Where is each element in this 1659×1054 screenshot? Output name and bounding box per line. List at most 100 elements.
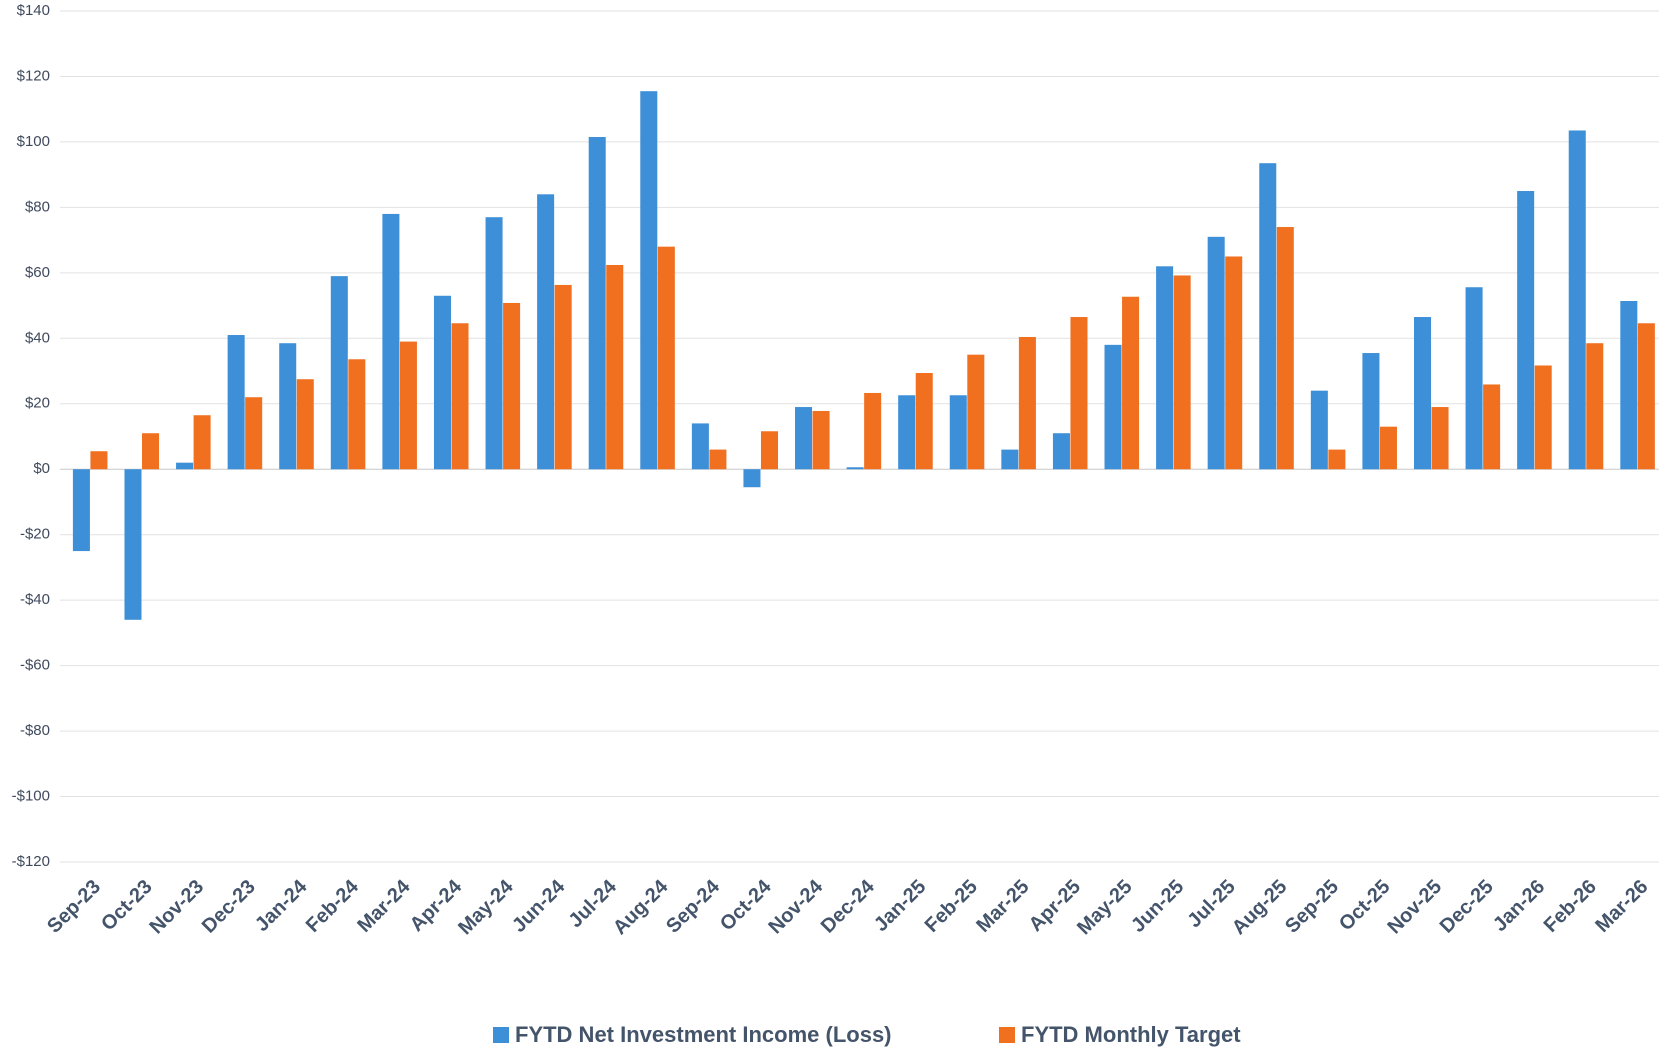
bar xyxy=(1173,275,1191,470)
legend-label: FYTD Monthly Target xyxy=(1021,1022,1241,1047)
bar xyxy=(503,302,521,470)
bar xyxy=(864,392,882,470)
x-tick-label: Dec-23 xyxy=(198,876,260,938)
bar xyxy=(433,295,451,470)
x-tick-label: Jan-25 xyxy=(870,876,930,936)
bar xyxy=(382,213,400,470)
bar xyxy=(1070,317,1088,470)
bar xyxy=(1259,163,1277,470)
bar xyxy=(348,359,366,470)
x-tick-label: Sep-23 xyxy=(43,876,105,938)
x-tick-label: Jan-26 xyxy=(1489,876,1549,936)
y-tick-label: $0 xyxy=(33,460,50,477)
x-tick-label: Jun-24 xyxy=(508,875,570,937)
bar xyxy=(1310,390,1328,470)
bar xyxy=(1413,317,1432,470)
x-tick-label: Aug-25 xyxy=(1228,876,1291,939)
bar xyxy=(537,194,555,470)
y-tick-label: $120 xyxy=(17,67,50,84)
bar xyxy=(485,217,503,470)
legend-swatch xyxy=(493,1027,509,1043)
bar xyxy=(1001,449,1019,470)
x-tick-label: Jun-25 xyxy=(1127,876,1188,937)
bar xyxy=(399,341,417,470)
y-tick-label: -$40 xyxy=(20,591,50,608)
bar xyxy=(279,343,297,470)
bar xyxy=(588,137,606,470)
bar xyxy=(1620,300,1638,470)
bar xyxy=(227,335,245,470)
x-tick-label: Mar-26 xyxy=(1591,876,1652,937)
y-tick-label: $100 xyxy=(17,133,50,150)
y-tick-label: -$20 xyxy=(20,526,50,543)
x-tick-label: Nov-23 xyxy=(145,876,208,939)
x-tick-label: Sep-24 xyxy=(662,875,725,938)
bar xyxy=(606,264,624,470)
bar xyxy=(915,373,933,470)
bar xyxy=(1362,353,1380,470)
x-tick-label: Jan-24 xyxy=(251,875,312,936)
legend-label: FYTD Net Investment Income (Loss) xyxy=(515,1022,892,1047)
bar xyxy=(1018,336,1036,470)
bar xyxy=(193,415,211,470)
bar xyxy=(1225,256,1243,470)
legend: FYTD Net Investment Income (Loss) FYTD M… xyxy=(493,1022,1241,1047)
bar xyxy=(812,410,830,470)
bar xyxy=(245,397,263,470)
x-tick-label: Dec-24 xyxy=(817,875,880,938)
y-tick-label: $40 xyxy=(25,329,50,346)
bar xyxy=(296,379,314,470)
bar xyxy=(90,451,108,470)
x-tick-label: Feb-26 xyxy=(1540,876,1601,937)
bar xyxy=(657,246,675,470)
y-tick-label: $60 xyxy=(25,264,50,281)
bar xyxy=(1156,266,1174,470)
bar xyxy=(1379,426,1397,470)
bar xyxy=(176,462,194,470)
bar xyxy=(1465,287,1483,470)
x-tick-label: Feb-24 xyxy=(302,875,364,937)
x-tick-label: May-25 xyxy=(1073,876,1137,940)
bar xyxy=(1586,343,1604,470)
bar xyxy=(898,395,916,470)
bar xyxy=(1517,191,1535,470)
bar xyxy=(967,354,985,470)
bar xyxy=(1104,344,1122,470)
bar xyxy=(1568,130,1586,470)
bar xyxy=(743,469,761,488)
y-tick-label: -$100 xyxy=(12,788,50,805)
y-tick-label: -$120 xyxy=(12,853,50,870)
bar xyxy=(124,469,142,620)
bar xyxy=(1276,227,1294,470)
bar xyxy=(1483,384,1501,470)
bar xyxy=(1207,236,1225,470)
legend-swatch xyxy=(999,1027,1015,1043)
x-tick-label: Mar-24 xyxy=(353,875,415,937)
bar xyxy=(1122,296,1140,470)
bar xyxy=(1534,365,1552,470)
y-tick-label: $140 xyxy=(17,2,50,19)
x-tick-label: Feb-25 xyxy=(921,876,982,937)
bar xyxy=(846,467,864,470)
y-tick-label: $80 xyxy=(25,198,50,215)
bar xyxy=(949,395,967,470)
y-tick-label: $20 xyxy=(25,395,50,412)
bar xyxy=(1431,407,1449,470)
x-tick-label: Mar-25 xyxy=(972,876,1033,937)
x-tick-label: Nov-25 xyxy=(1383,876,1446,939)
y-tick-label: -$60 xyxy=(20,657,50,674)
x-tick-label: Sep-25 xyxy=(1281,876,1343,938)
bar xyxy=(142,433,160,470)
x-tick-label: May-24 xyxy=(454,875,518,939)
bar xyxy=(554,284,572,470)
bar xyxy=(760,431,779,470)
bar xyxy=(1328,449,1346,470)
x-tick-label: Aug-24 xyxy=(609,875,673,939)
bar xyxy=(640,91,658,470)
bar xyxy=(330,276,348,470)
bar xyxy=(709,449,727,470)
x-tick-label: Dec-25 xyxy=(1436,876,1498,938)
y-tick-label: -$80 xyxy=(20,722,50,739)
bar xyxy=(795,407,813,470)
